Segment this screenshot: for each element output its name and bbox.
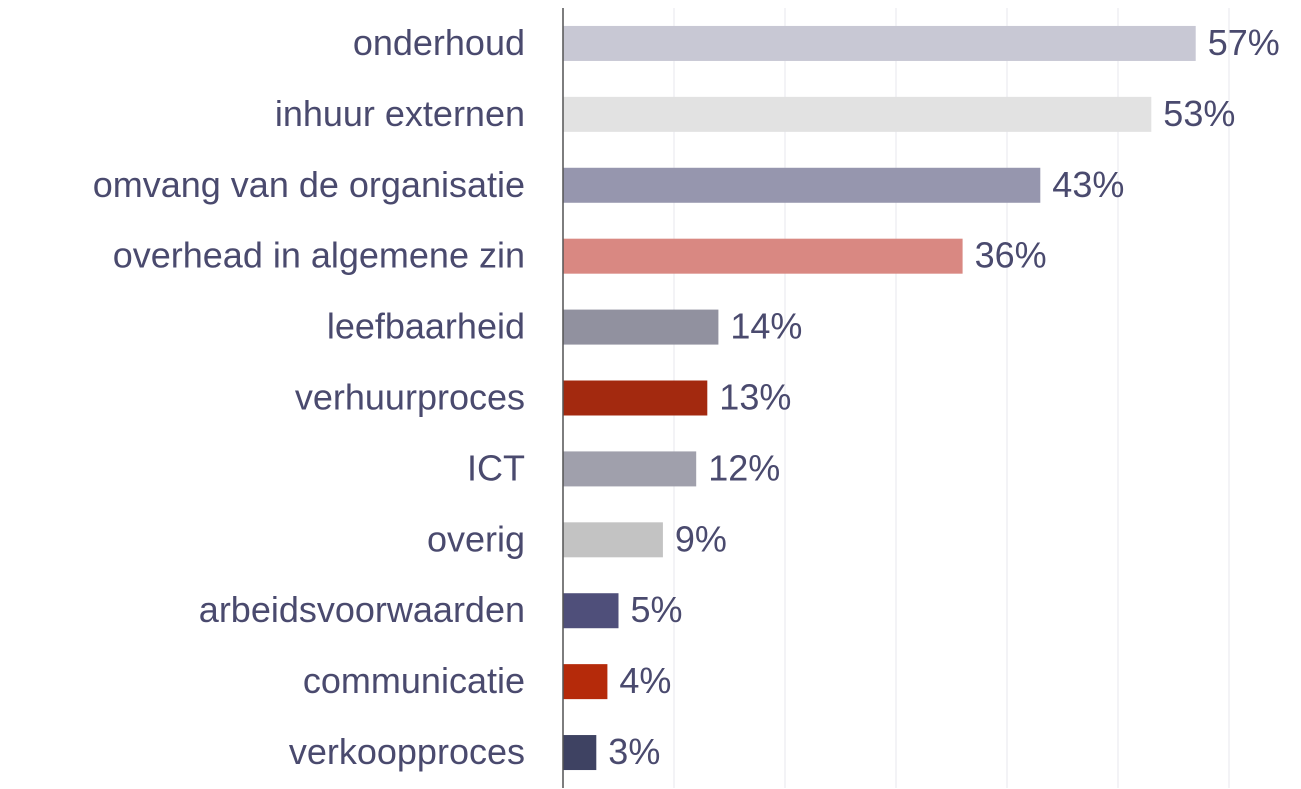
value-label: 36% [975, 235, 1047, 276]
category-label: ICT [467, 447, 525, 488]
bar [563, 380, 708, 416]
value-label: 5% [631, 589, 683, 630]
value-label: 43% [1052, 164, 1124, 205]
category-label: overhead in algemene zin [113, 235, 525, 276]
category-label: overig [427, 518, 525, 559]
bar [563, 593, 619, 629]
value-label: 3% [608, 731, 660, 772]
category-label: onderhoud [353, 22, 525, 63]
value-label: 12% [708, 447, 780, 488]
category-label: leefbaarheid [327, 306, 525, 347]
category-label: communicatie [303, 660, 525, 701]
category-label: arbeidsvoorwaarden [199, 589, 525, 630]
value-label: 57% [1208, 22, 1280, 63]
value-label: 4% [619, 660, 671, 701]
category-label: omvang van de organisatie [93, 164, 525, 205]
value-label: 53% [1163, 93, 1235, 134]
category-label: inhuur externen [275, 93, 525, 134]
bar [563, 735, 597, 771]
bar [563, 167, 1041, 203]
value-label: 13% [719, 377, 791, 418]
bar [563, 96, 1152, 132]
category-label: verkoopproces [289, 731, 525, 772]
value-label: 9% [675, 518, 727, 559]
category-label: verhuurproces [295, 377, 525, 418]
bar [563, 25, 1196, 61]
bar [563, 238, 963, 274]
bar [563, 522, 663, 558]
bar [563, 451, 697, 487]
value-label: 14% [730, 306, 802, 347]
bar [563, 664, 608, 700]
bar [563, 309, 719, 345]
